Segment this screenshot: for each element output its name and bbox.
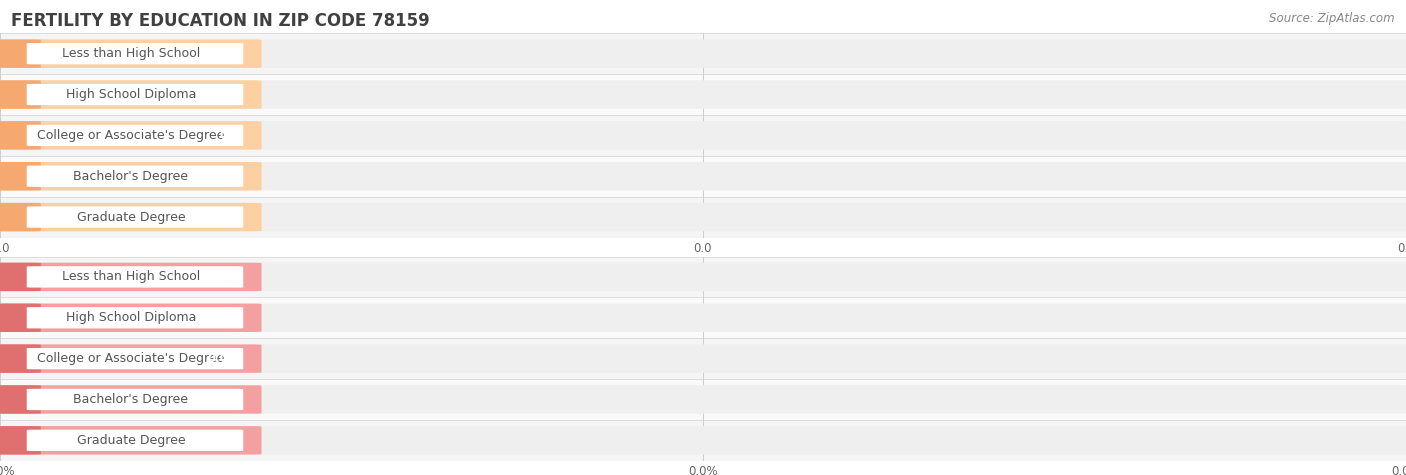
Text: 0.0%: 0.0% <box>208 352 240 365</box>
FancyBboxPatch shape <box>0 121 41 150</box>
Text: 0.0: 0.0 <box>219 88 240 101</box>
FancyBboxPatch shape <box>0 379 1406 420</box>
FancyBboxPatch shape <box>0 344 262 373</box>
FancyBboxPatch shape <box>0 80 1406 109</box>
Text: High School Diploma: High School Diploma <box>66 311 197 324</box>
FancyBboxPatch shape <box>0 338 1406 379</box>
FancyBboxPatch shape <box>0 304 1406 332</box>
FancyBboxPatch shape <box>27 125 243 146</box>
FancyBboxPatch shape <box>0 121 1406 150</box>
FancyBboxPatch shape <box>27 430 243 451</box>
Text: Bachelor's Degree: Bachelor's Degree <box>73 170 188 183</box>
FancyBboxPatch shape <box>27 207 243 228</box>
Text: 0.0%: 0.0% <box>208 434 240 447</box>
FancyBboxPatch shape <box>0 385 41 414</box>
FancyBboxPatch shape <box>0 39 262 68</box>
FancyBboxPatch shape <box>0 80 262 109</box>
Text: 0.0%: 0.0% <box>208 393 240 406</box>
FancyBboxPatch shape <box>0 115 1406 156</box>
FancyBboxPatch shape <box>0 197 1406 238</box>
Text: FERTILITY BY EDUCATION IN ZIP CODE 78159: FERTILITY BY EDUCATION IN ZIP CODE 78159 <box>11 12 430 30</box>
Text: College or Associate's Degree: College or Associate's Degree <box>38 129 225 142</box>
FancyBboxPatch shape <box>0 80 41 109</box>
FancyBboxPatch shape <box>27 166 243 187</box>
FancyBboxPatch shape <box>27 43 243 64</box>
FancyBboxPatch shape <box>0 263 1406 291</box>
FancyBboxPatch shape <box>0 162 262 190</box>
Text: 0.0%: 0.0% <box>208 311 240 324</box>
FancyBboxPatch shape <box>0 162 41 190</box>
Text: 0.0%: 0.0% <box>208 270 240 284</box>
FancyBboxPatch shape <box>0 426 262 455</box>
Text: 0.0: 0.0 <box>219 170 240 183</box>
FancyBboxPatch shape <box>0 162 1406 190</box>
FancyBboxPatch shape <box>0 74 1406 115</box>
FancyBboxPatch shape <box>0 263 41 291</box>
FancyBboxPatch shape <box>27 266 243 287</box>
FancyBboxPatch shape <box>27 389 243 410</box>
FancyBboxPatch shape <box>0 426 1406 455</box>
FancyBboxPatch shape <box>0 426 41 455</box>
Text: Graduate Degree: Graduate Degree <box>77 210 186 224</box>
Text: Graduate Degree: Graduate Degree <box>77 434 186 447</box>
FancyBboxPatch shape <box>0 156 1406 197</box>
FancyBboxPatch shape <box>0 203 262 231</box>
FancyBboxPatch shape <box>0 263 262 291</box>
FancyBboxPatch shape <box>0 344 1406 373</box>
FancyBboxPatch shape <box>0 203 41 231</box>
Text: College or Associate's Degree: College or Associate's Degree <box>38 352 225 365</box>
FancyBboxPatch shape <box>0 121 262 150</box>
FancyBboxPatch shape <box>0 420 1406 461</box>
Text: Bachelor's Degree: Bachelor's Degree <box>73 393 188 406</box>
FancyBboxPatch shape <box>0 256 1406 297</box>
Text: Less than High School: Less than High School <box>62 47 200 60</box>
Text: High School Diploma: High School Diploma <box>66 88 197 101</box>
FancyBboxPatch shape <box>0 297 1406 338</box>
FancyBboxPatch shape <box>27 307 243 328</box>
FancyBboxPatch shape <box>0 203 1406 231</box>
FancyBboxPatch shape <box>27 348 243 369</box>
FancyBboxPatch shape <box>27 84 243 105</box>
FancyBboxPatch shape <box>0 33 1406 74</box>
FancyBboxPatch shape <box>0 385 1406 414</box>
FancyBboxPatch shape <box>0 39 41 68</box>
Text: 0.0: 0.0 <box>219 129 240 142</box>
Text: 0.0: 0.0 <box>219 210 240 224</box>
FancyBboxPatch shape <box>0 304 41 332</box>
FancyBboxPatch shape <box>0 385 262 414</box>
FancyBboxPatch shape <box>0 304 262 332</box>
Text: Less than High School: Less than High School <box>62 270 200 284</box>
FancyBboxPatch shape <box>0 344 41 373</box>
FancyBboxPatch shape <box>0 39 1406 68</box>
Text: 0.0: 0.0 <box>219 47 240 60</box>
Text: Source: ZipAtlas.com: Source: ZipAtlas.com <box>1270 12 1395 25</box>
